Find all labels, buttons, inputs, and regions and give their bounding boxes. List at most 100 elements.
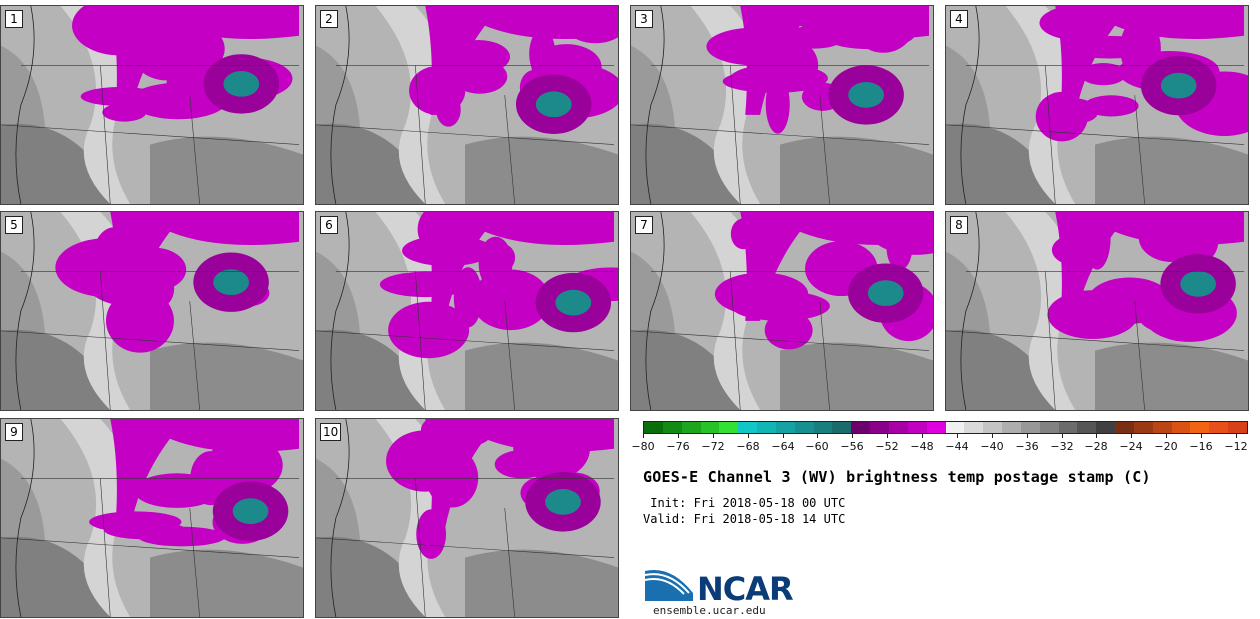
colorbar-tick [678,434,679,438]
colorbar-swatch [1228,422,1247,433]
colorbar-swatch [907,422,927,433]
colorbar-tick-label: −64 [771,440,795,453]
colorbar-swatch [794,422,814,433]
colorbar-tick [992,434,993,438]
colorbar-tick-label: −20 [1154,440,1178,453]
water-vapor-map [946,212,1248,410]
water-vapor-map [316,212,618,410]
member-panel: 5 [0,211,304,411]
member-panel: 1 [0,5,304,205]
colorbar-swatch [832,422,852,433]
init-time: Init: Fri 2018-05-18 00 UTC [643,496,846,510]
water-vapor-map [316,419,618,617]
colorbar-swatch [1058,422,1078,433]
colorbar-swatch [1171,422,1191,433]
colorbar-swatch [775,422,795,433]
colorbar-swatch [983,422,1003,433]
colorbar-tick [1062,434,1063,438]
colorbar-swatch [757,422,776,433]
colorbar-tick-label: −24 [1119,440,1143,453]
colorbar-swatch [945,422,965,433]
ncar-logo-icon [644,569,693,601]
water-vapor-map [1,419,303,617]
colorbar-swatch [681,422,701,433]
member-panel: 8 [945,211,1249,411]
member-panel: 3 [630,5,934,205]
panel-number: 10 [320,423,342,441]
colorbar-swatch [1020,422,1040,433]
colorbar-swatch [1096,422,1116,433]
colorbar-tick [1236,434,1237,438]
colorbar-swatch [870,422,889,433]
colorbar-swatch [1209,422,1229,433]
panel-number: 5 [5,216,23,234]
colorbar-swatch [851,422,871,433]
colorbar-tick-label: −48 [910,440,934,453]
water-vapor-map [631,6,933,204]
colorbar-tick [643,434,644,438]
panel-number: 7 [635,216,653,234]
water-vapor-map [1,212,303,410]
member-panel: 10 [315,418,619,618]
member-panel: 2 [315,5,619,205]
colorbar-swatch [1077,422,1097,433]
colorbar-tick-label: −72 [701,440,725,453]
panel-number: 4 [950,10,968,28]
colorbar [643,421,1248,434]
panel-number: 9 [5,423,23,441]
colorbar-swatch [1133,422,1153,433]
valid-time: Valid: Fri 2018-05-18 14 UTC [643,512,846,526]
colorbar-tick [922,434,923,438]
colorbar-swatch [888,422,908,433]
colorbar-tick-label: −28 [1084,440,1108,453]
ncar-logo-text: NCAR [697,570,794,608]
colorbar-tick-label: −60 [805,440,829,453]
colorbar-tick-label: −52 [875,440,899,453]
colorbar-tick-label: −76 [666,440,690,453]
water-vapor-map [1,6,303,204]
panel-number: 8 [950,216,968,234]
colorbar-swatch [1002,422,1021,433]
website-url: ensemble.ucar.edu [653,604,766,617]
colorbar-tick-label: −44 [945,440,969,453]
colorbar-tick [1027,434,1028,438]
member-panel: 4 [945,5,1249,205]
panel-number: 6 [320,216,338,234]
colorbar-swatch [1152,422,1172,433]
panel-number: 3 [635,10,653,28]
colorbar-tick-label: −68 [736,440,760,453]
colorbar-tick-label: −32 [1050,440,1074,453]
member-panel: 6 [315,211,619,411]
colorbar-swatch [700,422,720,433]
colorbar-swatch [1190,422,1210,433]
colorbar-tick [887,434,888,438]
colorbar-tick [1201,434,1202,438]
colorbar-tick-label: −12 [1224,440,1248,453]
colorbar-swatch [738,422,758,433]
water-vapor-map [631,212,933,410]
colorbar-tick [783,434,784,438]
colorbar-swatch [662,422,682,433]
colorbar-swatch [1039,422,1059,433]
water-vapor-map [316,6,618,204]
colorbar-tick [1096,434,1097,438]
colorbar-tick-label: −16 [1189,440,1213,453]
water-vapor-map [946,6,1248,204]
member-panel: 7 [630,211,934,411]
member-panel: 9 [0,418,304,618]
colorbar-tick-label: −36 [1015,440,1039,453]
colorbar-ticks: −80 −76 −72 −68 −64 −60 −56 −52 −48 −44 −40 −36 −32−… [631,434,1248,456]
colorbar-swatch [644,422,663,433]
colorbar-swatch [719,422,739,433]
panel-number: 2 [320,10,338,28]
colorbar-swatch [813,422,833,433]
colorbar-swatch [964,422,984,433]
colorbar-swatch [926,422,946,433]
colorbar-tick [852,434,853,438]
colorbar-tick [1166,434,1167,438]
colorbar-tick [1131,434,1132,438]
colorbar-tick [817,434,818,438]
colorbar-tick-label: −80 [631,440,655,453]
colorbar-tick [957,434,958,438]
colorbar-tick [713,434,714,438]
